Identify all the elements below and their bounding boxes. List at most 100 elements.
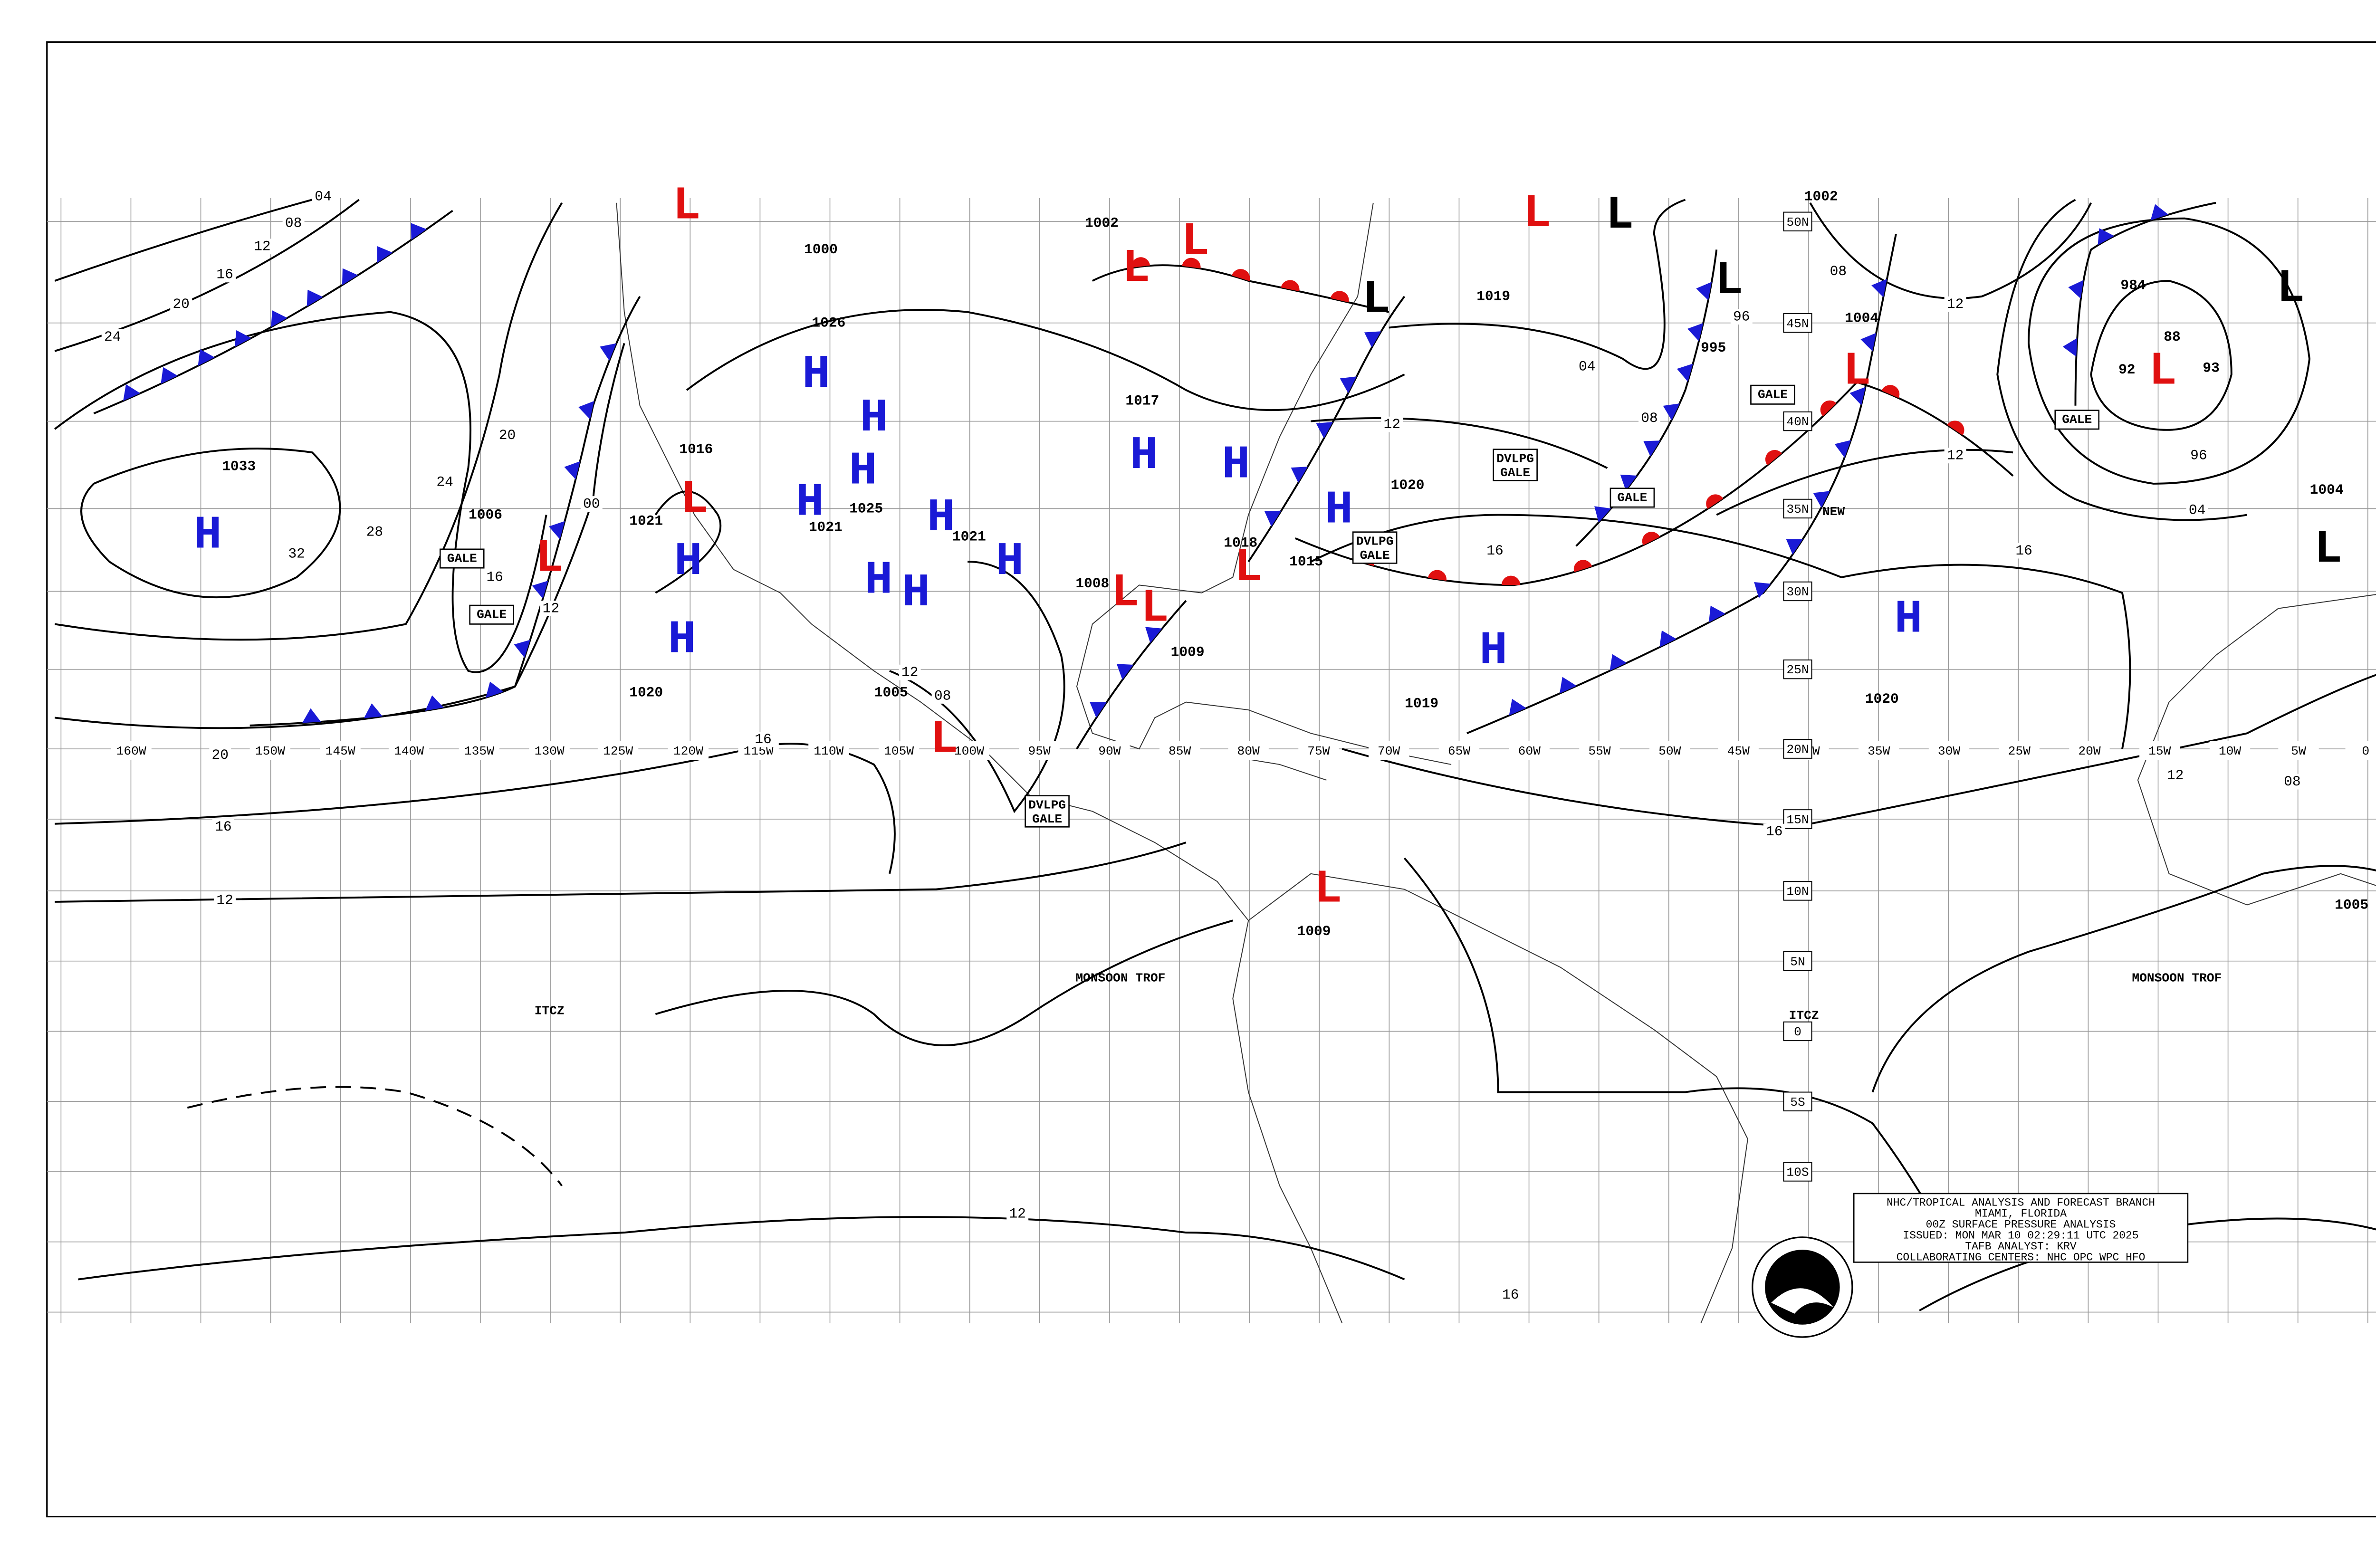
pressure-value: 1009 <box>1297 923 1331 939</box>
lon-label: 135W <box>464 744 494 758</box>
lon-label-box <box>1438 741 1480 760</box>
isobar <box>1871 865 2376 1093</box>
pressure-center: L <box>1843 345 1871 398</box>
coastline <box>2137 594 2376 906</box>
isobar-label-gap <box>209 747 231 763</box>
isobar <box>2090 280 2232 431</box>
annotation-box <box>1610 488 1655 508</box>
coastline <box>1076 202 1374 750</box>
lon-label-box <box>2278 741 2319 760</box>
cold-front-symbol <box>411 223 427 240</box>
annotation: GALE <box>1758 388 1788 402</box>
pressure-value: 93 <box>2203 360 2219 376</box>
info-box: NHC/TROPICAL ANALYSIS AND FORECAST BRANC… <box>1853 1193 2189 1264</box>
isobar-label-gap <box>1576 359 1598 375</box>
lat-label: 50N <box>1786 215 1809 229</box>
isobar-label: 08 <box>934 688 951 704</box>
pressure-center: L <box>1314 863 1342 916</box>
pressure-center: L <box>1523 187 1551 240</box>
isobar-label-gap <box>2281 774 2303 790</box>
annotation: MONSOON TROF <box>1075 971 1165 985</box>
isobar-label: 12 <box>901 664 918 680</box>
pressure-center: L <box>1362 273 1390 326</box>
isobar <box>54 311 547 673</box>
fronts <box>93 201 2216 750</box>
lat-label: 35N <box>1786 502 1809 516</box>
cold-front-symbol <box>198 349 215 366</box>
pressure-center: H <box>796 476 824 529</box>
lon-label-box <box>2209 741 2251 760</box>
lon-label: 150W <box>255 744 285 758</box>
cold-front-symbol <box>1145 627 1162 643</box>
annotation-box <box>1352 531 1398 564</box>
pressure-value: 92 <box>2118 362 2135 378</box>
lon-label: 70W <box>1378 744 1400 758</box>
cold-front-symbol <box>342 268 358 286</box>
isobar-label-gap <box>540 601 562 617</box>
cold-front-symbol <box>2098 228 2115 245</box>
lon-label: 140W <box>394 744 424 758</box>
isobar-label: 16 <box>2015 543 2032 559</box>
lon-label: 5W <box>2291 744 2306 758</box>
pressure-center: L <box>2277 262 2305 315</box>
lat-label-box <box>1783 659 1812 679</box>
annotation-box <box>1025 795 1070 828</box>
pressure-value: 1021 <box>952 528 986 545</box>
isobar <box>1389 199 1686 370</box>
isobar-label-gap <box>364 524 386 540</box>
lon-label: 30W <box>1938 744 1961 758</box>
isobar <box>80 448 341 599</box>
cold-front-symbol <box>1610 654 1627 671</box>
cold-front-symbol <box>1264 510 1282 527</box>
lat-label-box <box>1783 739 1812 759</box>
isobar <box>1341 674 2376 828</box>
isobar-label: 96 <box>2190 448 2207 464</box>
isobar-label: 12 <box>216 892 233 908</box>
lon-label: 85W <box>1169 744 1191 758</box>
cold-front-symbol <box>1709 605 1725 623</box>
isobar-label-gap <box>1006 1206 1029 1222</box>
info-line: TAFB ANALYST: KRV <box>1965 1241 2077 1253</box>
pressure-value: 1019 <box>1405 696 1438 712</box>
warm-front-symbol <box>1881 385 1900 398</box>
lon-label-box <box>1859 741 1899 760</box>
pressure-center: L <box>1606 189 1634 242</box>
lat-label-box <box>1783 881 1812 901</box>
annotation-box <box>439 548 485 569</box>
pressure-center: H <box>927 491 955 545</box>
cold-front-symbol <box>1659 630 1677 648</box>
grid <box>47 198 2376 1323</box>
lon-label: 145W <box>326 744 355 758</box>
lon-label: 90W <box>1098 744 1121 758</box>
pressure-center: L <box>930 713 958 766</box>
lon-label-box <box>1649 741 1690 760</box>
cold-front-symbol <box>161 367 178 384</box>
isobar-label-gap <box>752 732 774 747</box>
info-line: 00Z SURFACE PRESSURE ANALYSIS <box>1926 1219 2116 1231</box>
pressure-value: 995 <box>1701 340 1726 356</box>
pressure-center: H <box>902 566 930 620</box>
lon-label-box <box>249 741 291 760</box>
lat-label: 10N <box>1786 885 1809 899</box>
lat-label: 10S <box>1786 1166 1809 1180</box>
annotation: ITCZ <box>535 1004 565 1018</box>
coastlines <box>616 202 2376 1323</box>
cold-front-symbol <box>1116 664 1134 680</box>
cold-front-symbol <box>377 246 393 263</box>
pressure-center: L <box>1235 541 1263 594</box>
lon-label: 125W <box>603 744 633 758</box>
isobar-label-gap <box>2013 543 2035 559</box>
isobar-label-gap <box>214 267 236 283</box>
isobar-label: 16 <box>1502 1287 1519 1303</box>
warm-front-symbol <box>1947 421 1964 436</box>
lon-label-box <box>1579 741 1620 760</box>
lat-label-box <box>1783 498 1812 519</box>
cold-front-symbol <box>600 343 617 361</box>
pressure-center: L <box>2149 345 2177 398</box>
info-box-frame <box>1853 1193 2189 1263</box>
pressure-center: H <box>1479 624 1507 677</box>
lon-label-box <box>459 741 500 760</box>
lon-label-box <box>529 741 570 760</box>
isobar <box>1809 202 2092 299</box>
info-line: COLLABORATING CENTERS: NHC OPC WPC HFO <box>1897 1252 2146 1264</box>
